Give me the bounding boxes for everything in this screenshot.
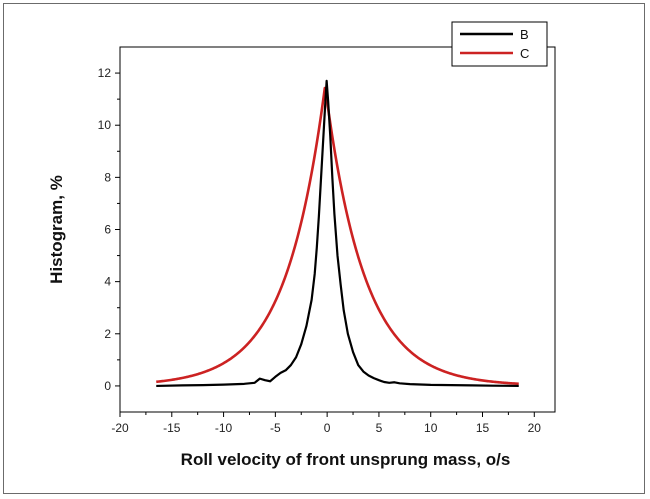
legend-label-b: B: [520, 27, 529, 42]
legend-box: [451, 21, 548, 67]
series-line-b: [156, 79, 519, 388]
plot-box: [119, 46, 556, 413]
y-tick-label: 12: [98, 66, 112, 80]
series-layer: [155, 79, 520, 388]
y-axis-title: Histogram, %: [47, 175, 66, 284]
x-tick-label: -20: [111, 421, 129, 435]
x-tick-label: -5: [270, 421, 281, 435]
x-axis-ticks: -20 -15 -10 -5 0 5 10 15 20: [111, 412, 541, 435]
legend: B C: [451, 21, 548, 67]
y-axis-ticks: 0 2 4 6 8 10 12: [98, 66, 120, 393]
x-tick-label: 20: [528, 421, 542, 435]
y-tick-label: 2: [104, 327, 111, 341]
x-tick-label: 15: [476, 421, 490, 435]
y-tick-label: 6: [104, 223, 111, 237]
x-tick-label: 5: [376, 421, 383, 435]
y-tick-label: 4: [104, 275, 111, 289]
y-tick-label: 10: [98, 118, 112, 132]
x-tick-label: 10: [424, 421, 438, 435]
x-tick-label: -10: [215, 421, 233, 435]
x-tick-label: -15: [163, 421, 181, 435]
x-axis-title: Roll velocity of front unsprung mass, o/…: [181, 450, 511, 469]
plot-area: -20 -15 -10 -5 0 5 10 15 20 0 2 4 6 8 10 12: [98, 46, 556, 435]
x-tick-label: 0: [324, 421, 331, 435]
y-tick-label: 8: [104, 170, 111, 184]
legend-label-c: C: [520, 46, 529, 61]
series-line-c: [155, 86, 520, 386]
y-tick-label: 0: [104, 379, 111, 393]
